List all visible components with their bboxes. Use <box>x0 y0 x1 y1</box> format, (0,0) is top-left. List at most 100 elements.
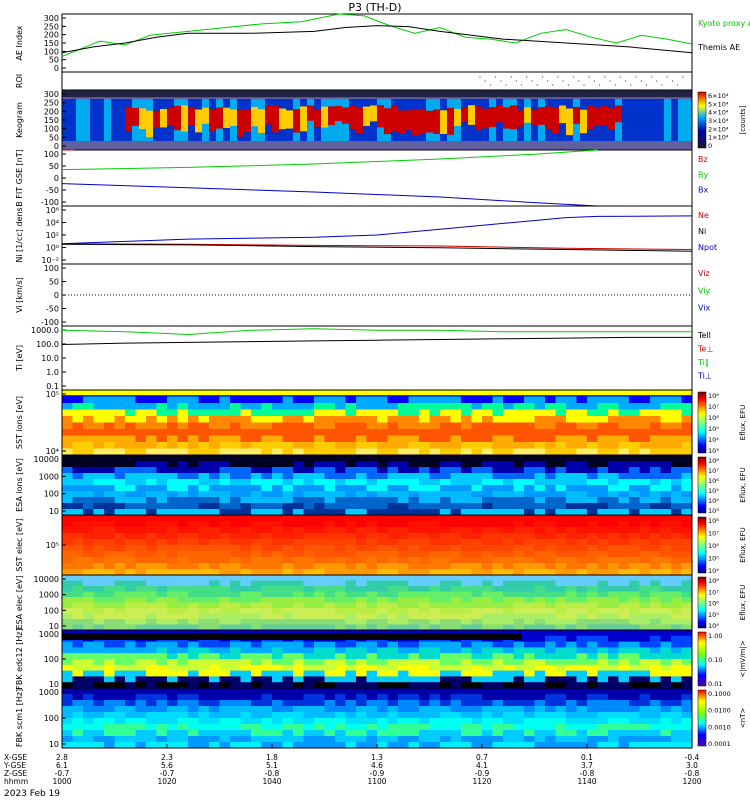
spectrogram-cell <box>177 467 189 474</box>
spectrogram-cell <box>513 586 525 592</box>
spectrogram-cell <box>167 597 178 603</box>
spectrogram-cell <box>503 497 514 504</box>
spectrogram-cell <box>114 435 126 443</box>
spectrogram-cell <box>72 403 84 410</box>
keogram-aurora-cell <box>342 107 350 124</box>
spectrogram-cell <box>566 580 577 587</box>
y-tick-label: 100 <box>44 606 59 615</box>
spectrogram-cell <box>335 676 346 683</box>
spectrogram-cell <box>492 664 504 672</box>
spectrogram-cell <box>146 551 157 558</box>
spectrogram-cell <box>114 409 126 417</box>
spectrogram-cell <box>125 653 136 660</box>
spectrogram-cell <box>198 442 210 449</box>
spectrogram-cell <box>377 473 388 480</box>
spectrogram-cell <box>398 491 409 498</box>
spectrogram-cell <box>408 545 420 552</box>
spectrogram-cell <box>303 602 315 609</box>
spectrogram-cell <box>104 409 115 417</box>
spectrogram-cell <box>377 416 388 423</box>
spectrogram-cell <box>513 724 525 731</box>
spectrogram-cell <box>156 706 168 713</box>
spectrogram-cell <box>62 580 73 587</box>
spectrogram-cell <box>618 647 630 654</box>
spectrogram-cell <box>156 429 168 436</box>
spectrogram-cell <box>83 563 94 570</box>
spectrogram-cell <box>482 533 493 540</box>
spectrogram-cell <box>597 409 609 417</box>
spectrogram-cell <box>545 515 556 522</box>
spectrogram-cell <box>524 700 535 707</box>
colorbar-tick-label: 2×10⁴ <box>708 125 729 133</box>
spectrogram-cell <box>240 742 252 749</box>
spectrogram-cell <box>408 396 420 404</box>
spectrogram-cell <box>450 455 462 462</box>
spectrogram-cell <box>156 597 168 603</box>
spectrogram-cell <box>650 422 661 430</box>
spectrogram-cell <box>314 533 325 540</box>
spectrogram-cell <box>335 416 346 423</box>
spectrogram-cell <box>324 670 336 677</box>
spectrogram-cell <box>188 712 199 719</box>
spectrogram-cell <box>503 575 514 581</box>
y-tick-label: 300 <box>44 14 59 23</box>
spectrogram-cell <box>503 551 514 558</box>
spectrogram-cell <box>335 736 346 743</box>
x-row-value: 1000 <box>52 777 71 786</box>
spectrogram-cell <box>681 461 693 468</box>
spectrogram-cell <box>534 659 546 666</box>
spectrogram-cell <box>335 580 346 587</box>
spectrogram-cell <box>650 700 661 707</box>
spectrogram-cell <box>167 736 178 743</box>
spectrogram-cell <box>450 403 462 410</box>
spectrogram-cell <box>62 563 73 570</box>
spectrogram-cell <box>555 706 567 713</box>
y-tick-label: 10⁻² <box>41 256 59 265</box>
spectrogram-cell <box>576 694 588 701</box>
spectrogram-cell <box>555 641 567 648</box>
spectrogram-cell <box>650 527 661 534</box>
spectrogram-cell <box>387 491 399 498</box>
spectrogram-cell <box>660 659 672 666</box>
spectrogram-cell <box>356 521 367 528</box>
spectrogram-cell <box>209 551 220 558</box>
spectrogram-cell <box>587 461 598 468</box>
spectrogram-cell <box>251 724 262 731</box>
spectrogram-cell <box>198 712 210 719</box>
colorbar <box>697 391 707 454</box>
spectrogram-cell <box>408 539 420 546</box>
spectrogram-cell <box>660 694 672 701</box>
spectrogram-cell <box>387 533 399 540</box>
spectrogram-cell <box>219 653 231 660</box>
spectrogram-cell <box>461 602 472 609</box>
spectrogram-cell <box>146 563 157 570</box>
keogram-aurora-cell <box>188 107 196 126</box>
spectrogram-cell <box>461 539 472 546</box>
spectrogram-cell <box>377 591 388 598</box>
spectrogram-cell <box>345 575 357 581</box>
panel-esa_i: ESA ions [eV] 1000010001001010⁸10⁷10⁶10⁵1… <box>15 454 747 516</box>
spectrogram-cell <box>513 619 525 625</box>
spectrogram-cell <box>62 416 73 423</box>
spectrogram-cell <box>419 416 430 423</box>
spectrogram-cell <box>72 624 84 631</box>
spectrogram-cell <box>681 521 693 528</box>
spectrogram-cell <box>282 602 294 609</box>
panel-frame <box>61 149 693 207</box>
spectrogram-cell <box>387 455 399 462</box>
spectrogram-cell <box>450 533 462 540</box>
spectrogram-cell <box>429 473 441 480</box>
spectrogram-cell <box>524 575 535 581</box>
spectrogram-cell <box>587 736 598 743</box>
spectrogram-cell <box>503 416 514 423</box>
keogram-aurora-cell <box>405 110 413 131</box>
spectrogram-cell <box>146 455 157 462</box>
spectrogram-cell <box>429 575 441 581</box>
spectrogram-cell <box>335 742 346 749</box>
spectrogram-cell <box>681 586 693 592</box>
spectrogram-cell <box>303 539 315 546</box>
spectrogram-cell <box>146 580 157 587</box>
spectrogram-cell <box>62 551 73 558</box>
spectrogram-cell <box>293 624 304 631</box>
spectrogram-cell <box>356 730 367 737</box>
